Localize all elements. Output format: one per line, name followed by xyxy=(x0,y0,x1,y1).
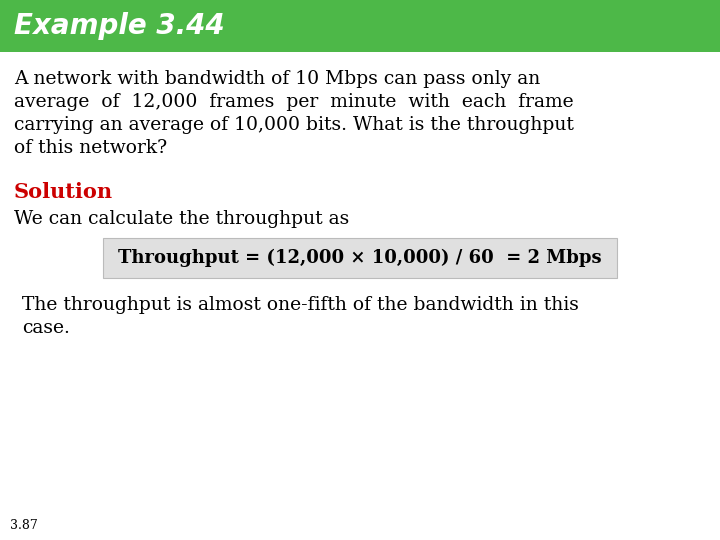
Text: of this network?: of this network? xyxy=(14,139,167,157)
Text: average  of  12,000  frames  per  minute  with  each  frame: average of 12,000 frames per minute with… xyxy=(14,93,574,111)
Text: Throughput = (12,000 × 10,000) / 60  = 2 Mbps: Throughput = (12,000 × 10,000) / 60 = 2 … xyxy=(118,249,602,267)
Text: We can calculate the throughput as: We can calculate the throughput as xyxy=(14,210,349,228)
Text: Example 3.44: Example 3.44 xyxy=(14,12,225,40)
Text: carrying an average of 10,000 bits. What is the throughput: carrying an average of 10,000 bits. What… xyxy=(14,116,574,134)
FancyBboxPatch shape xyxy=(103,238,617,278)
Text: The throughput is almost one-fifth of the bandwidth in this: The throughput is almost one-fifth of th… xyxy=(22,296,579,314)
Text: 3.87: 3.87 xyxy=(10,519,37,532)
Text: A network with bandwidth of 10 Mbps can pass only an: A network with bandwidth of 10 Mbps can … xyxy=(14,70,540,88)
Bar xyxy=(0,0,720,52)
Text: case.: case. xyxy=(22,319,70,337)
Text: Solution: Solution xyxy=(14,182,113,202)
